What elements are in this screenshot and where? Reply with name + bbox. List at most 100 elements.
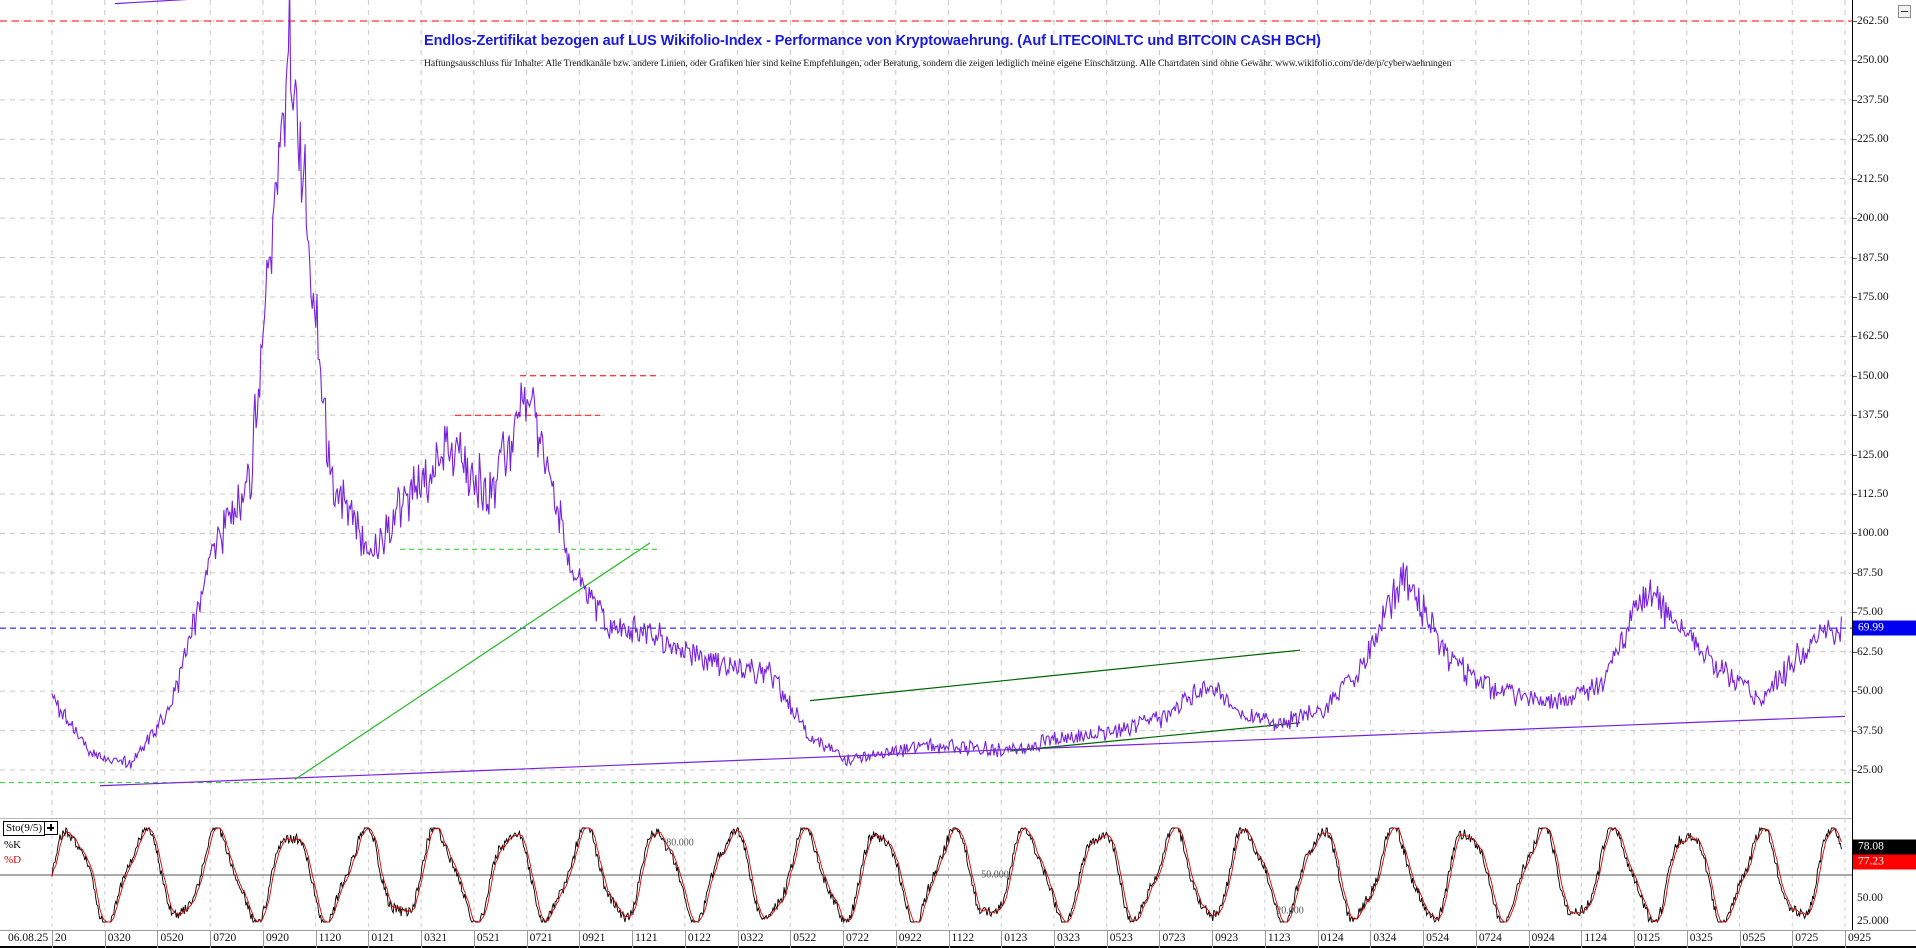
price-axis-tick: 250.00 (1857, 54, 1889, 67)
indicator-k-value-tag: 78.08 (1853, 839, 1916, 855)
date-axis-separator (1528, 931, 1530, 948)
price-axis-tick-mark (1853, 60, 1857, 62)
price-axis-tick: 150.00 (1857, 369, 1889, 382)
date-axis-label: 0521 (476, 932, 500, 944)
date-axis-label: 0520 (160, 932, 184, 944)
price-axis-tick-mark (1853, 572, 1857, 574)
date-axis[interactable]: 20 0320 0520 0720 0920 1120 0121 0321 0521 0721 09… (0, 930, 1916, 948)
price-series-layer (0, 0, 1852, 787)
price-axis-tick-mark (1853, 375, 1857, 377)
date-axis-label: 0722 (846, 932, 870, 944)
date-axis-label: 0125 (1637, 932, 1661, 944)
date-axis-label: 0925 (1848, 932, 1871, 944)
date-axis-separator (1001, 931, 1003, 948)
price-axis-tick: 87.50 (1857, 566, 1883, 579)
price-axis-tick-mark (1853, 99, 1857, 101)
date-axis-separator (1370, 931, 1372, 948)
price-axis-tick: 237.50 (1857, 93, 1889, 106)
date-axis-separator (1686, 931, 1688, 948)
price-axis-tick-mark (1853, 178, 1857, 180)
date-axis-separator (737, 931, 739, 948)
price-axis-tick: 112.50 (1857, 488, 1889, 501)
current-price-tag: 69.99 (1853, 620, 1916, 636)
date-axis-label: 0724 (1478, 932, 1502, 944)
price-grid (0, 0, 1852, 818)
date-axis-label: 0525 (1742, 932, 1766, 944)
date-axis-separator (52, 931, 53, 948)
price-axis-tick-mark (1853, 454, 1857, 456)
price-chart-pane[interactable]: Endlos-Zertifikat bezogen auf LUS Wikifo… (0, 0, 1852, 818)
price-axis-tick: 200.00 (1857, 212, 1889, 225)
date-axis-label: 0523 (1109, 932, 1133, 944)
chart-disclaimer: Haftungsausschluss für Inhalte: Alle Tre… (424, 58, 1452, 69)
price-axis-tick: 37.50 (1857, 724, 1883, 737)
date-axis-label: 0723 (1162, 932, 1186, 944)
date-axis-separator (1792, 931, 1794, 948)
date-axis-separator (1423, 931, 1425, 948)
price-axis-tick: 100.00 (1857, 527, 1889, 540)
price-axis-tick: 212.50 (1857, 172, 1889, 185)
plus-icon[interactable] (44, 821, 58, 835)
date-axis-separator (1159, 931, 1161, 948)
indicator-level-50: 50.000 (981, 869, 1009, 881)
date-axis-label: 0320 (107, 932, 131, 944)
date-axis-label: 0323 (1056, 932, 1080, 944)
date-axis-label: 0124 (1320, 932, 1344, 944)
date-axis-label: 0924 (1531, 932, 1555, 944)
date-axis-separator (632, 931, 634, 948)
date-axis-separator (526, 931, 528, 948)
price-axis-tick-mark (1853, 770, 1857, 771)
date-axis-separator (843, 931, 845, 948)
zoom-out-icon[interactable] (1898, 5, 1911, 18)
date-axis-label: 0720 (213, 932, 237, 944)
date-axis-separator (104, 931, 106, 948)
price-axis-tick-mark (1853, 691, 1857, 693)
date-axis-separator (368, 931, 370, 948)
indicator-k-label: %K (4, 839, 22, 851)
date-axis-label: 0921 (582, 932, 606, 944)
indicator-name-label[interactable]: Sto(9/5) (3, 821, 46, 836)
date-axis-label: 0325 (1689, 932, 1713, 944)
date-axis-label: 0920 (265, 932, 289, 944)
date-axis-label: 0324 (1373, 932, 1397, 944)
date-axis-separator (421, 931, 423, 948)
date-axis-label: 0122 (687, 932, 711, 944)
date-axis-separator (579, 931, 581, 948)
stochastic-indicator-pane[interactable]: Sto(9/5) %K %D 80.000 50.000 20.000 (0, 818, 1852, 930)
date-axis-separator (948, 931, 950, 948)
price-axis-tick-mark (1853, 612, 1857, 614)
indicator-grid (0, 819, 1852, 930)
date-axis-separator (895, 931, 897, 948)
date-axis-separator (1475, 931, 1477, 948)
price-axis-tick: 25.00 (1857, 764, 1883, 776)
price-axis-tick: 75.00 (1857, 606, 1883, 619)
date-axis-label: 1122 (951, 932, 975, 944)
date-axis-separator (684, 931, 686, 948)
date-axis-separator (1634, 931, 1636, 948)
date-axis-label: 1124 (1584, 932, 1607, 944)
price-axis-tick: 225.00 (1857, 133, 1889, 146)
price-axis-tick-mark (1853, 730, 1857, 732)
date-axis-separator (1581, 931, 1583, 948)
date-axis-separator (1264, 931, 1266, 948)
date-axis-label: 1121 (635, 932, 658, 944)
date-axis-separator (473, 931, 475, 948)
price-axis-tick: 125.00 (1857, 448, 1889, 461)
price-axis-tick-mark (1853, 139, 1857, 141)
date-axis-separator (210, 931, 212, 948)
date-axis-label: 0121 (371, 932, 395, 944)
indicator-d-label: %D (4, 854, 22, 866)
date-axis-separator (1106, 931, 1108, 948)
date-axis-separator (315, 931, 317, 948)
date-axis-separator (1845, 931, 1846, 948)
indicator-axis-tick-50: 50.00 (1857, 892, 1883, 904)
date-axis-start-label: 06.08.25 (8, 932, 49, 944)
date-axis-label: 0322 (740, 932, 764, 944)
date-axis-separator (1317, 931, 1319, 948)
date-axis-label: 0524 (1426, 932, 1450, 944)
price-axis[interactable]: 262.50 250.00 237.50 225.00 212.50 200.00 187.… (1852, 0, 1916, 930)
date-axis-separator (262, 931, 264, 948)
price-axis-tick-mark (1853, 533, 1857, 535)
date-axis-label: 0721 (529, 932, 553, 944)
